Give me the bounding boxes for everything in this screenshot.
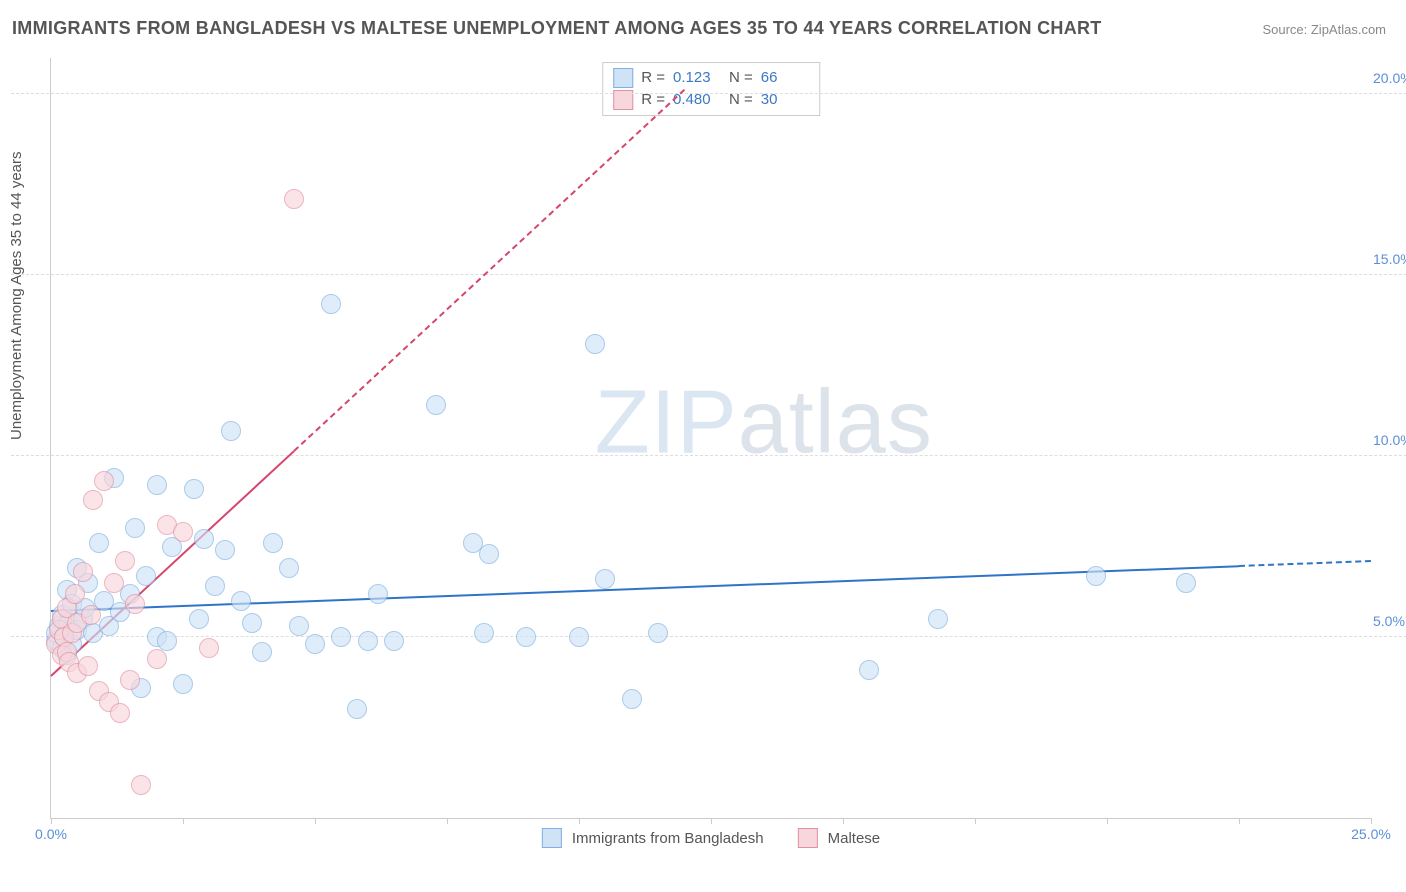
data-point [110,703,130,723]
plot-area: ZIPatlas R = 0.123 N = 66 R = 0.480 N = … [50,58,1371,819]
chart-title: IMMIGRANTS FROM BANGLADESH VS MALTESE UN… [12,18,1102,39]
data-point [263,533,283,553]
data-point [289,616,309,636]
data-point [73,562,93,582]
data-point [231,591,251,611]
legend-row-series-0: R = 0.123 N = 66 [613,67,809,89]
data-point [189,609,209,629]
regression-line [51,565,1239,612]
data-point [331,627,351,647]
watermark-bold: ZIP [595,372,738,472]
legend-label-series-0: Immigrants from Bangladesh [572,830,764,847]
data-point [104,573,124,593]
data-point [173,674,193,694]
data-point [252,642,272,662]
x-tick [183,818,184,824]
legend-correlation-box: R = 0.123 N = 66 R = 0.480 N = 30 [602,62,820,116]
data-point [199,638,219,658]
data-point [242,613,262,633]
data-point [358,631,378,651]
data-point [147,475,167,495]
legend-n-value-0: 66 [761,67,809,89]
legend-r-value-0: 0.123 [673,67,721,89]
legend-r-label: R = [641,67,665,89]
data-point [215,540,235,560]
data-point [384,631,404,651]
data-point [648,623,668,643]
data-point [205,576,225,596]
data-point [173,522,193,542]
data-point [347,699,367,719]
data-point [1176,573,1196,593]
data-point [89,533,109,553]
y-tick-label: 20.0% [1373,70,1406,86]
regression-line-extrapolated [293,89,685,452]
data-point [120,670,140,690]
x-tick [579,818,580,824]
x-tick-label: 25.0% [1351,826,1391,842]
data-point [65,584,85,604]
data-point [595,569,615,589]
source-attribution: Source: ZipAtlas.com [1262,22,1386,37]
x-tick [51,818,52,824]
data-point [136,566,156,586]
data-point [1086,566,1106,586]
data-point [83,490,103,510]
data-point [585,334,605,354]
data-point [147,649,167,669]
watermark: ZIPatlas [595,371,933,474]
data-point [284,189,304,209]
x-tick [975,818,976,824]
data-point [622,689,642,709]
data-point [569,627,589,647]
data-point [426,395,446,415]
y-tick-label: 10.0% [1373,432,1406,448]
x-tick [1239,818,1240,824]
data-point [321,294,341,314]
grid-line [11,274,1406,275]
data-point [184,479,204,499]
legend-swatch-series-0 [542,828,562,848]
grid-line [11,93,1406,94]
x-tick [1371,818,1372,824]
y-tick-label: 15.0% [1373,251,1406,267]
x-tick [315,818,316,824]
x-tick [711,818,712,824]
data-point [479,544,499,564]
data-point [125,518,145,538]
y-tick-label: 5.0% [1373,613,1406,629]
data-point [157,631,177,651]
y-axis-label: Unemployment Among Ages 35 to 44 years [8,151,25,440]
x-tick [1107,818,1108,824]
legend-label-series-1: Maltese [828,830,881,847]
data-point [78,656,98,676]
data-point [516,627,536,647]
x-tick [447,818,448,824]
data-point [221,421,241,441]
data-point [859,660,879,680]
x-tick [843,818,844,824]
data-point [81,605,101,625]
data-point [131,775,151,795]
regression-line-extrapolated [1239,560,1371,567]
data-point [115,551,135,571]
data-point [368,584,388,604]
legend-swatch-series-1 [798,828,818,848]
data-point [305,634,325,654]
data-point [194,529,214,549]
legend-swatch-series-0 [613,68,633,88]
grid-line [11,636,1406,637]
legend-series-names: Immigrants from Bangladesh Maltese [542,828,880,848]
data-point [928,609,948,629]
data-point [94,471,114,491]
x-tick-label: 0.0% [35,826,67,842]
grid-line [11,455,1406,456]
watermark-thin: atlas [738,372,933,472]
legend-n-label: N = [729,67,753,89]
data-point [474,623,494,643]
data-point [125,594,145,614]
data-point [279,558,299,578]
